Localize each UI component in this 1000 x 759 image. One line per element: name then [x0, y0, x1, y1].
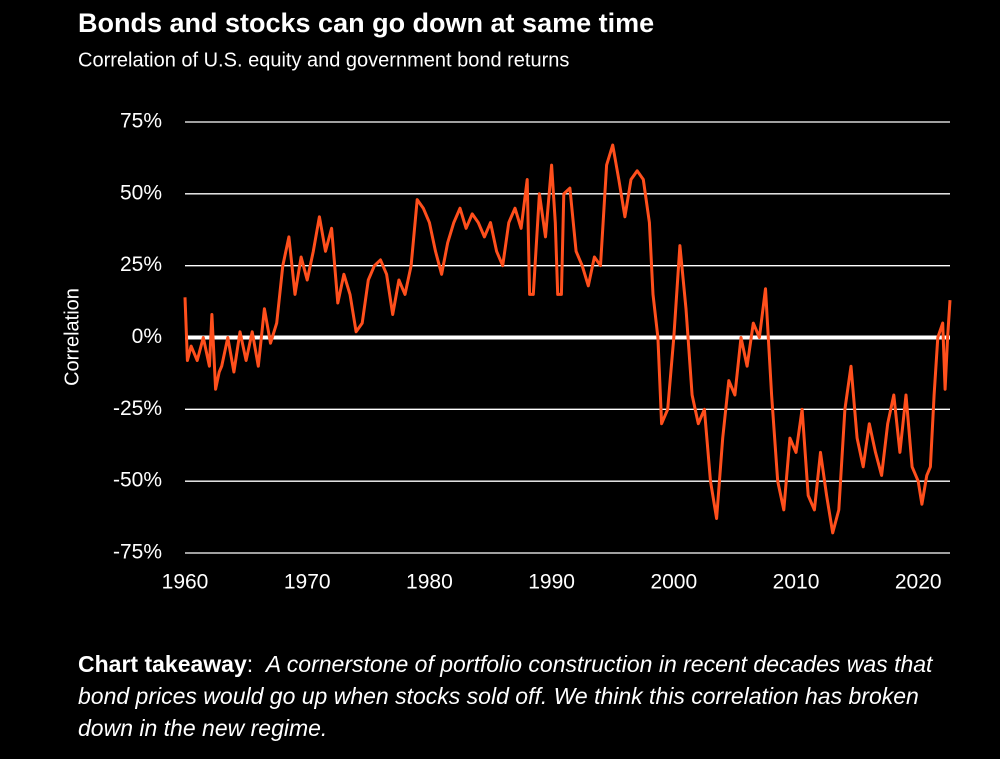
- x-tick-label: 1990: [528, 571, 575, 594]
- y-tick-label: 50%: [120, 181, 162, 204]
- chart-subtitle: Correlation of U.S. equity and governmen…: [78, 49, 569, 71]
- y-tick-label: -50%: [113, 469, 162, 492]
- y-tick-label: 0%: [132, 325, 162, 348]
- x-tick-label: 2000: [650, 571, 697, 594]
- takeaway: Chart takeaway: A cornerstone of portfol…: [78, 648, 948, 744]
- x-tick-label: 1960: [162, 571, 209, 594]
- y-tick-label: -75%: [113, 541, 162, 564]
- takeaway-label: Chart takeaway: [78, 651, 247, 677]
- chart-title: Bonds and stocks can go down at same tim…: [78, 8, 654, 38]
- x-tick-label: 1970: [284, 571, 331, 594]
- y-tick-label: -25%: [113, 397, 162, 420]
- x-tick-label: 2010: [773, 571, 820, 594]
- y-axis-label: Correlation: [61, 288, 83, 386]
- data-line: [183, 143, 952, 535]
- y-tick-label: 25%: [120, 253, 162, 276]
- chart: Bonds and stocks can go down at same tim…: [61, 8, 952, 594]
- x-tick-label: 1980: [406, 571, 453, 594]
- takeaway-separator: :: [246, 651, 254, 677]
- takeaway-text: A cornerstone of portfolio construction …: [78, 651, 933, 741]
- y-tick-label: 75%: [120, 110, 162, 133]
- x-tick-label: 2020: [895, 571, 942, 594]
